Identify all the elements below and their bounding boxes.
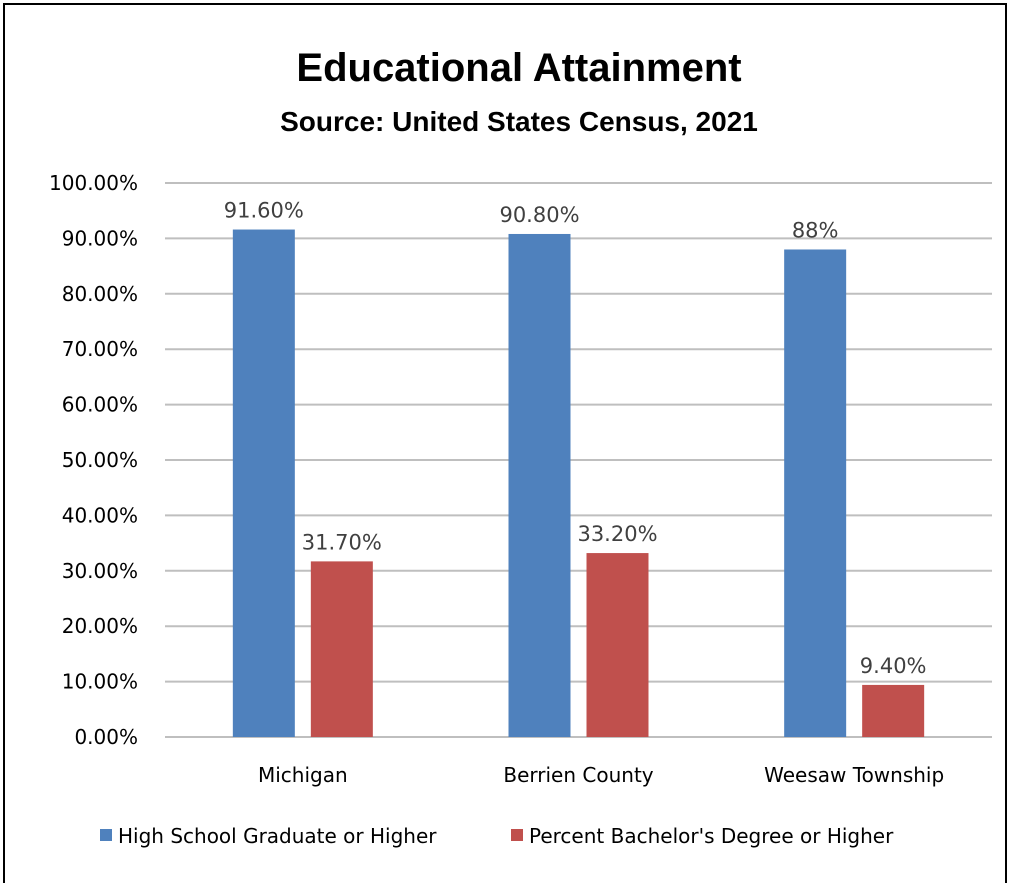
y-tick-label: 30.00% xyxy=(62,559,138,583)
data-label: 9.40% xyxy=(860,654,927,678)
bars xyxy=(232,229,925,738)
y-tick-label: 40.00% xyxy=(62,503,138,527)
y-tick-label: 80.00% xyxy=(62,282,138,306)
chart-subtitle: Source: United States Census, 2021 xyxy=(280,106,758,137)
bar-high-school xyxy=(508,233,571,737)
data-labels: 91.60% 31.70% 90.80% 33.20% 88% 9.40% xyxy=(224,199,927,678)
data-label: 91.60% xyxy=(224,199,304,223)
y-tick-label: 20.00% xyxy=(62,614,138,638)
x-axis-categories: Michigan Berrien County Weesaw Township xyxy=(258,763,944,787)
legend-label: Percent Bachelor's Degree or Higher xyxy=(529,824,894,848)
bar-high-school xyxy=(232,229,295,737)
chart-title: Educational Attainment xyxy=(296,46,741,90)
bar-bachelors xyxy=(586,553,649,737)
y-tick-label: 10.00% xyxy=(62,670,138,694)
y-axis-ticks: 0.00% 10.00% 20.00% 30.00% 40.00% 50.00% 60.00… xyxy=(49,171,138,749)
y-tick-label: 90.00% xyxy=(62,226,138,250)
data-label: 90.80% xyxy=(499,203,579,227)
gridlines xyxy=(165,182,992,738)
y-tick-label: 50.00% xyxy=(62,448,138,472)
legend-label: High School Graduate or Higher xyxy=(118,824,437,848)
legend: High School Graduate or Higher Percent Ba… xyxy=(100,824,894,848)
category-label: Michigan xyxy=(258,763,348,787)
legend-swatch xyxy=(100,829,112,841)
category-label: Weesaw Township xyxy=(764,763,944,787)
data-label: 88% xyxy=(792,218,839,242)
y-tick-label: 60.00% xyxy=(62,393,138,417)
bar-bachelors xyxy=(862,684,925,737)
bar-bachelors xyxy=(310,561,373,737)
y-tick-label: 70.00% xyxy=(62,337,138,361)
y-tick-label: 0.00% xyxy=(74,725,138,749)
data-label: 33.20% xyxy=(577,522,657,546)
y-tick-label: 100.00% xyxy=(49,171,138,195)
data-label: 31.70% xyxy=(302,530,382,554)
category-label: Berrien County xyxy=(503,763,653,787)
legend-swatch xyxy=(511,829,523,841)
bar-high-school xyxy=(784,249,847,738)
